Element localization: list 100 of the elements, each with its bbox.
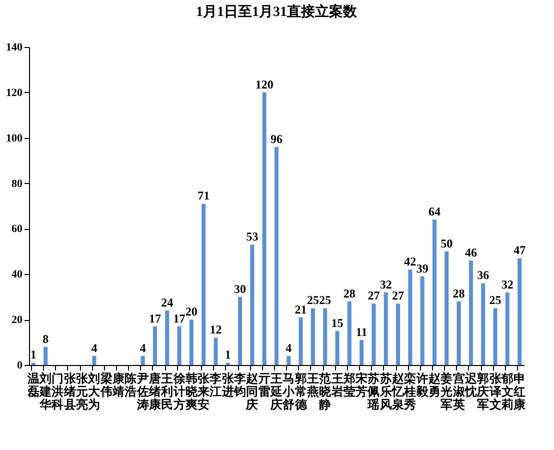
x-tick-label: 许毅 [415, 372, 430, 398]
bar [384, 292, 388, 365]
x-tick-label: 郭常德 [294, 372, 308, 412]
data-label: 28 [343, 286, 356, 300]
bar [468, 260, 473, 365]
bar [250, 244, 254, 365]
x-tick-label: 王岩 [330, 372, 344, 398]
x-tick-label: 王延庆 [270, 372, 282, 412]
data-label: 4 [140, 340, 146, 355]
x-tick-label: 苏佩瑶 [366, 372, 380, 412]
x-tick-label: 郑莹 [342, 372, 356, 398]
bar [165, 310, 170, 365]
x-tick-label: 范晓静 [318, 372, 332, 412]
data-label: 27 [392, 288, 404, 303]
y-tick-label: 40 [12, 268, 23, 281]
x-tick-label: 张译文 [488, 372, 502, 412]
data-label: 8 [42, 332, 49, 346]
x-tick-label: 张来安 [196, 372, 211, 412]
x-tick-label: 王利民 [160, 372, 174, 412]
x-tick-label: 尹佐涛 [136, 372, 149, 412]
y-tick-label: 80 [12, 178, 23, 190]
data-label: 36 [477, 268, 490, 282]
bar [298, 317, 303, 365]
bar [202, 204, 206, 365]
data-label: 42 [404, 254, 416, 269]
data-label: 4 [91, 340, 98, 355]
x-tick-label: 张绪县 [62, 372, 77, 412]
data-label: 96 [270, 132, 282, 146]
x-tick-label: 梁伟 [99, 372, 112, 398]
bar [274, 146, 279, 365]
x-tick-label: 徐计方 [172, 372, 186, 412]
bar [372, 304, 376, 365]
chart-title: 1月1日至1月31直接立案数 [196, 3, 358, 20]
bar [420, 276, 424, 365]
bar [238, 296, 242, 365]
data-label: 17 [173, 311, 186, 326]
bar [140, 356, 145, 365]
bar [310, 308, 315, 365]
x-tick-label: 宋芳 [354, 372, 368, 398]
bar [214, 338, 218, 365]
x-tick-label: 栾桂秀 [403, 372, 416, 412]
data-label: 47 [514, 243, 526, 258]
data-label: 120 [255, 77, 274, 92]
data-label: 1 [30, 348, 36, 362]
bar [444, 251, 449, 365]
y-tick-label: 0 [17, 360, 23, 372]
y-tick-label: 140 [6, 42, 23, 54]
x-tick-label: 赵忆泉 [391, 372, 406, 412]
data-label: 1 [224, 348, 231, 362]
bar [262, 92, 266, 365]
bar [323, 308, 328, 365]
bar [44, 346, 48, 365]
x-tick-label: 张元亮 [75, 372, 90, 412]
data-label: 4 [286, 340, 292, 355]
data-label: 24 [161, 295, 174, 310]
x-tick-label: 李江 [208, 372, 222, 398]
y-tick-label: 20 [12, 314, 23, 326]
bar [335, 330, 340, 365]
data-label: 17 [148, 311, 161, 326]
x-tick-label: 郭庆军 [476, 372, 490, 412]
data-label: 25 [306, 293, 319, 308]
data-label: 53 [246, 230, 258, 244]
data-label: 12 [210, 322, 222, 337]
bar [432, 220, 436, 365]
bar [518, 258, 522, 365]
data-label: 50 [440, 236, 453, 250]
x-tick-label: 康靖 [112, 372, 126, 398]
bar [408, 270, 412, 365]
bar [360, 340, 364, 365]
data-label: 25 [489, 293, 502, 308]
bar [505, 292, 510, 365]
x-tick-label: 温磊 [26, 372, 40, 398]
data-label: 27 [368, 288, 380, 303]
data-label: 32 [501, 277, 514, 292]
data-label: 15 [331, 316, 344, 330]
x-tick-label: 刘大为 [87, 372, 102, 412]
data-label: 32 [380, 277, 392, 292]
bar [456, 301, 461, 365]
x-tick-label: 陈浩 [124, 372, 137, 398]
x-tick-label: 宫淑英 [452, 372, 466, 412]
bar [92, 356, 96, 365]
x-tick-label: 赵勇 [427, 372, 440, 398]
x-tick-label: 刘建华 [38, 372, 53, 412]
data-label: 39 [416, 261, 428, 276]
x-tick-label: 李钧 [233, 372, 246, 398]
data-label: 11 [356, 325, 368, 340]
x-tick-label: 王燕 [306, 372, 319, 398]
x-tick-label: 门洪科 [50, 372, 64, 412]
x-tick-label: 郁文莉 [500, 372, 514, 412]
bar [286, 356, 291, 365]
y-tick-label: 60 [12, 223, 23, 236]
data-label: 28 [452, 286, 465, 300]
x-tick-label: 张进 [220, 372, 235, 398]
x-tick-label: 苏乐风 [378, 372, 392, 412]
data-label: 71 [198, 188, 210, 203]
x-tick-label: 姜光军 [440, 372, 453, 412]
x-tick-label: 申红康 [512, 372, 527, 412]
bar [152, 326, 157, 365]
bar [189, 320, 194, 365]
bar [493, 308, 498, 365]
